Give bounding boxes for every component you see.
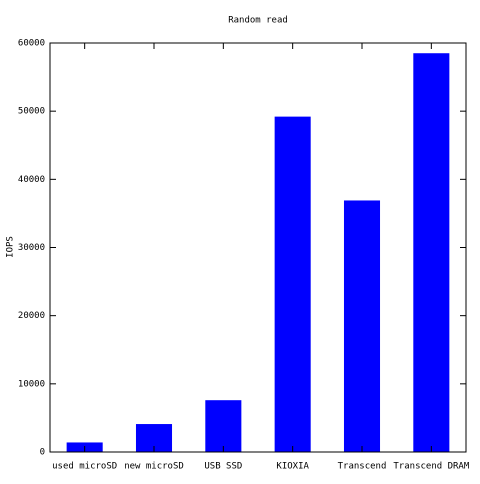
chart-title: Random read: [228, 16, 288, 26]
x-tick-label: used microSD: [52, 462, 117, 472]
y-tick-label: 30000: [18, 243, 45, 253]
plot-frame: [49, 42, 467, 453]
x-tick-label: USB SSD: [204, 462, 242, 472]
x-tick-label: new microSD: [124, 462, 184, 472]
x-tick-label: Transcend: [338, 462, 387, 472]
y-tick-label: 10000: [18, 379, 45, 389]
y-tick-label: 0: [40, 448, 45, 458]
bar: [274, 116, 311, 453]
bar: [343, 200, 381, 452]
x-tick-label: KIOXIA: [276, 462, 309, 472]
y-tick-label: 20000: [18, 311, 45, 321]
y-tick-label: 40000: [18, 175, 45, 185]
x-tick-label: Transcend DRAM: [393, 462, 469, 472]
bar: [413, 53, 450, 452]
bar: [205, 400, 242, 452]
y-axis-label: IOPS: [6, 236, 16, 258]
y-tick-label: 50000: [18, 107, 45, 117]
y-tick-label: 60000: [18, 39, 45, 49]
